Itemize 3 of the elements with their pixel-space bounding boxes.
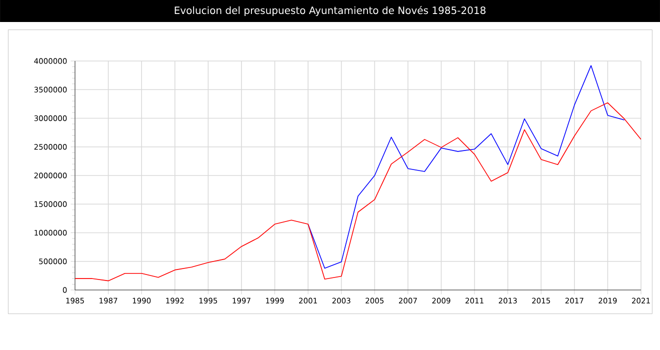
- line-series: [75, 102, 641, 282]
- chart-title: Evolucion del presupuesto Ayuntamiento de Novés 1985-2018: [174, 6, 486, 16]
- line-series: [308, 65, 625, 269]
